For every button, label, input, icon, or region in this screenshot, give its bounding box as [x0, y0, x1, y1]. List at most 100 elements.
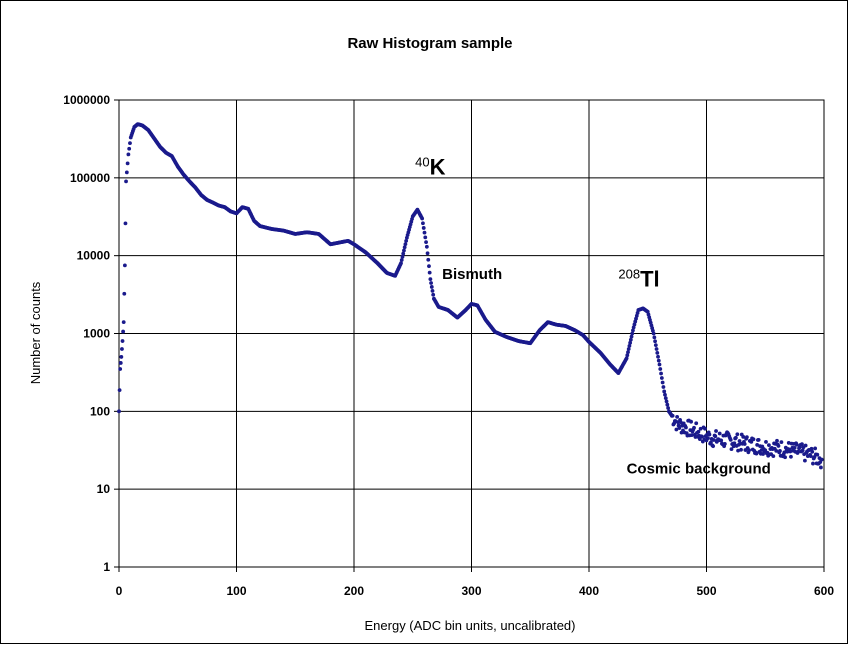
data-point: [400, 254, 405, 259]
data-point: [423, 235, 428, 240]
data-point: [653, 339, 657, 344]
data-point: [751, 437, 756, 442]
data-point: [124, 179, 128, 184]
data-point: [776, 444, 781, 448]
data-point: [709, 440, 713, 445]
data-point: [426, 257, 431, 262]
data-point: [625, 353, 630, 358]
data-point: [424, 244, 429, 249]
data-point: [634, 316, 638, 321]
data-point: [735, 432, 740, 437]
data-point: [689, 419, 693, 424]
data-point: [118, 361, 123, 365]
data-point: [803, 458, 807, 463]
data-point: [626, 350, 630, 355]
data-point: [425, 251, 430, 256]
data-point: [792, 446, 797, 450]
x-tick-labels: 0 100 200 300 400 500 600: [116, 584, 835, 598]
data-point: [663, 396, 668, 400]
x-tick-label: 0: [116, 584, 123, 598]
data-point: [421, 221, 425, 226]
data-point: [809, 446, 814, 451]
x-axis-title: Energy (ADC bin units, uncalibrated): [365, 618, 576, 633]
annotations: 40K Bismuth 208Tl Cosmic background: [415, 155, 771, 478]
data-point: [118, 367, 123, 371]
data-point: [779, 440, 784, 445]
data-point: [763, 448, 768, 453]
data-point: [117, 388, 122, 393]
data-point: [421, 226, 426, 230]
data-point: [711, 444, 716, 449]
data-point: [127, 146, 132, 151]
data-point: [700, 434, 704, 439]
data-point: [125, 161, 130, 166]
data-point: [789, 454, 793, 459]
data-point: [424, 240, 428, 244]
data-point: [117, 409, 121, 414]
data-point: [756, 438, 761, 442]
data-point: [754, 451, 759, 456]
data-point: [713, 434, 718, 439]
data-point: [659, 371, 663, 376]
data-point: [624, 356, 629, 361]
annotation-label: 40K: [415, 155, 445, 180]
data-point: [627, 344, 632, 348]
data-point: [703, 426, 707, 431]
data-point: [808, 454, 813, 459]
data-point: [122, 291, 127, 296]
data-point: [698, 426, 703, 431]
data-point: [629, 334, 634, 339]
x-tick-label: 400: [579, 584, 599, 598]
y-tick-label: 1000: [83, 327, 110, 341]
chart-title: Raw Histogram sample: [347, 35, 512, 52]
data-point: [771, 454, 776, 459]
y-tick-label: 100: [90, 404, 110, 418]
data-point: [663, 392, 667, 397]
data-point: [651, 331, 656, 336]
data-point: [659, 376, 664, 380]
data-point: [778, 448, 782, 453]
data-point: [422, 230, 427, 235]
data-point: [707, 432, 712, 437]
data-point: [719, 438, 724, 443]
data-point: [670, 413, 675, 418]
data-point: [767, 443, 771, 448]
data-point: [755, 443, 760, 447]
data-point: [677, 426, 682, 430]
data-point: [711, 438, 716, 442]
data-point: [635, 311, 640, 315]
data-point: [664, 399, 669, 404]
data-point: [788, 449, 793, 454]
data-point: [427, 264, 431, 269]
data-point: [706, 436, 710, 441]
data-point: [429, 281, 433, 285]
y-tick-label: 1000000: [63, 93, 110, 107]
data-point: [662, 389, 667, 394]
data-point: [401, 251, 406, 256]
data-point: [653, 343, 658, 348]
data-point: [120, 347, 124, 351]
data-point: [714, 429, 718, 433]
data-point: [694, 421, 699, 426]
data-point: [120, 339, 125, 343]
data-point: [122, 263, 127, 268]
data-point: [722, 442, 727, 446]
data-point: [428, 277, 433, 281]
data-point: [121, 329, 126, 334]
x-tick-label: 200: [344, 584, 364, 598]
data-point: [733, 435, 738, 440]
data-point: [697, 437, 702, 441]
data-point: [774, 448, 779, 453]
data-point: [794, 442, 799, 447]
data-point: [819, 457, 824, 462]
data-point: [657, 362, 662, 367]
data-point: [786, 441, 791, 445]
y-tick-label: 1: [103, 560, 110, 574]
data-point: [427, 270, 432, 275]
x-tick-label: 300: [461, 584, 481, 598]
data-point: [431, 292, 436, 297]
data-point: [803, 443, 808, 448]
data-point: [123, 221, 128, 226]
data-point: [634, 313, 639, 318]
